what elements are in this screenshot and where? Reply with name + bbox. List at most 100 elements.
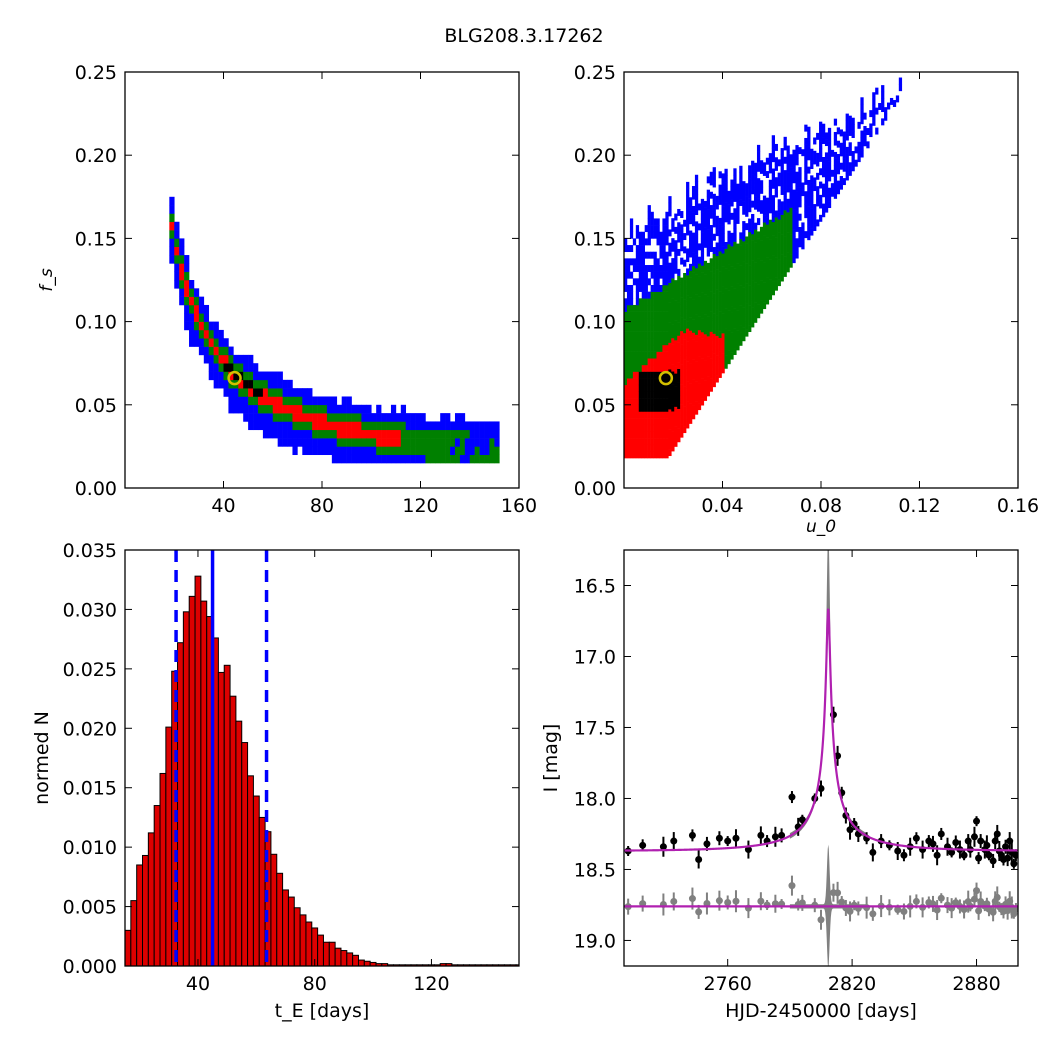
p2-cell [638,451,643,459]
p2-cell [765,204,770,212]
p2-cell [715,348,719,356]
p2-cell [665,291,669,299]
p2-cell [742,227,746,235]
p2-cell [703,360,708,368]
p2-cell [632,378,637,386]
p1-cell [484,429,490,439]
p2-cell [677,348,681,356]
p2-cell [774,223,778,231]
p2-cell [845,120,849,128]
p1-cell [198,329,205,339]
p2-cell [762,162,767,170]
p2-cell [656,284,660,292]
p1-cell [420,454,426,464]
p4-data-point [900,851,908,859]
p2-cell [783,196,787,204]
p2-cell [691,345,696,353]
p2-cell [659,271,663,279]
p1-cell [430,438,436,447]
p2-cell [783,143,787,151]
p2-cell [813,204,817,212]
p2-cell [641,384,645,392]
p2-cell [739,258,743,266]
p2-cell [833,131,838,139]
p2-cell [762,222,767,230]
p2-cell [777,279,781,287]
p1-cell [435,429,441,439]
p2-cell [659,358,663,366]
p1-cell [287,413,293,422]
p1-cell [193,338,200,347]
p2-cell [700,265,705,273]
p2-cell [677,315,681,323]
p2-cell [662,351,666,359]
p2-cell [647,398,651,406]
p2-cell [724,175,728,183]
p2-cell [842,144,846,152]
p1-cell [331,413,338,422]
p2-cell [674,406,678,414]
p2-cell [872,98,876,106]
p2-cell [819,168,823,176]
p1-cell [366,421,372,431]
p2-cell [647,418,651,426]
p2-cell [629,304,634,312]
p1-cell [174,230,180,239]
p2-cell [712,213,716,221]
p2-cell [647,251,651,259]
p2-cell [792,169,796,177]
p2-cell [626,411,631,419]
p2-cell [768,272,773,280]
p2-cell [626,258,631,266]
p1-cell [371,438,377,447]
p2-cell [727,337,731,345]
p2-cell [635,384,640,392]
p1-cell [317,438,323,447]
p2-cell [703,280,708,288]
p1-ylabel: f_s [37,268,57,291]
p2-cell [706,356,710,364]
p2-cell [671,417,675,425]
p2-cell [641,258,645,266]
p2-cell [827,147,832,155]
p2-cell [662,344,666,352]
p2-cell [751,187,755,195]
p3-bar [282,889,289,967]
p2-cell [733,234,737,242]
p2-cell [748,325,752,333]
p2-cell [751,300,755,308]
p2-cell [712,253,716,261]
p2-cell [712,180,716,188]
p1-cell [445,446,451,456]
p2-cell [810,221,814,229]
p2-cell [724,328,728,336]
p2-cell [807,233,811,241]
p2-cell [641,318,645,326]
p2-cell [730,312,734,320]
p2-cell [686,315,690,322]
p2-cell [730,186,734,194]
p2-cell [689,337,693,344]
p4-residual-point [703,899,711,907]
p1-xtick-label: 40 [211,495,235,517]
p2-cell [668,229,672,237]
p2-cell [650,231,654,239]
p2-cell [762,215,767,223]
p2-cell [644,284,648,292]
p2-cell [700,365,705,373]
p2-cell [804,124,808,132]
p2-cell [721,366,725,374]
p2-cell [848,162,852,170]
p2-cell [762,302,767,310]
p2-cell [762,282,767,290]
p2-cell [754,196,758,204]
p2-cell [739,245,743,253]
p1-cell [253,371,259,381]
p2-cell [860,110,864,118]
p2-cell [721,313,725,321]
p2-cell [638,371,643,379]
p2-cell [668,375,672,383]
p2-cell [632,444,637,452]
p2-cell [632,438,637,446]
p2-cell [632,411,637,419]
